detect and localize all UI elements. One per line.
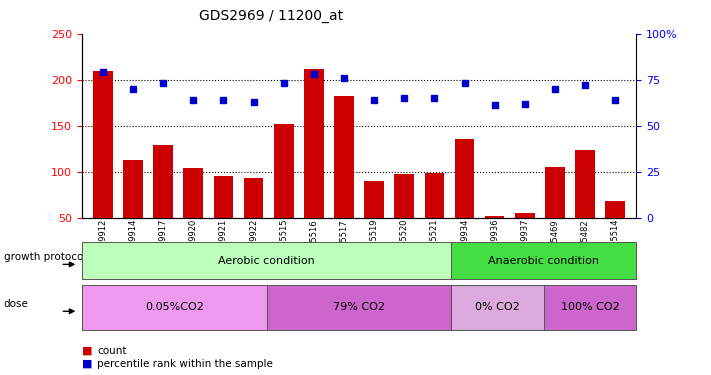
Text: count: count [97, 346, 127, 355]
Text: percentile rank within the sample: percentile rank within the sample [97, 359, 273, 369]
Bar [515, 213, 535, 263]
Bar [606, 201, 625, 263]
Text: 0% CO2: 0% CO2 [476, 303, 520, 312]
Bar [213, 176, 233, 263]
Text: GDS2969 / 11200_at: GDS2969 / 11200_at [199, 9, 343, 23]
Bar [93, 70, 112, 263]
Text: dose: dose [4, 299, 28, 309]
Bar [364, 181, 384, 263]
Bar [334, 96, 354, 263]
Text: ■: ■ [82, 359, 92, 369]
Text: 0.05%CO2: 0.05%CO2 [145, 303, 203, 312]
Text: 79% CO2: 79% CO2 [333, 303, 385, 312]
Bar [123, 160, 143, 263]
Bar [183, 168, 203, 263]
Bar [424, 173, 444, 263]
Text: Anaerobic condition: Anaerobic condition [488, 256, 599, 266]
Bar [395, 174, 414, 263]
Bar [244, 178, 263, 263]
Text: Aerobic condition: Aerobic condition [218, 256, 315, 266]
Text: 100% CO2: 100% CO2 [561, 303, 619, 312]
Bar [545, 167, 565, 263]
Bar [455, 140, 474, 263]
Bar [274, 124, 294, 263]
Bar [575, 150, 595, 263]
Bar [304, 69, 324, 263]
Text: growth protocol: growth protocol [4, 252, 86, 262]
Bar [485, 216, 505, 263]
Bar [154, 145, 173, 263]
Text: ■: ■ [82, 346, 92, 355]
